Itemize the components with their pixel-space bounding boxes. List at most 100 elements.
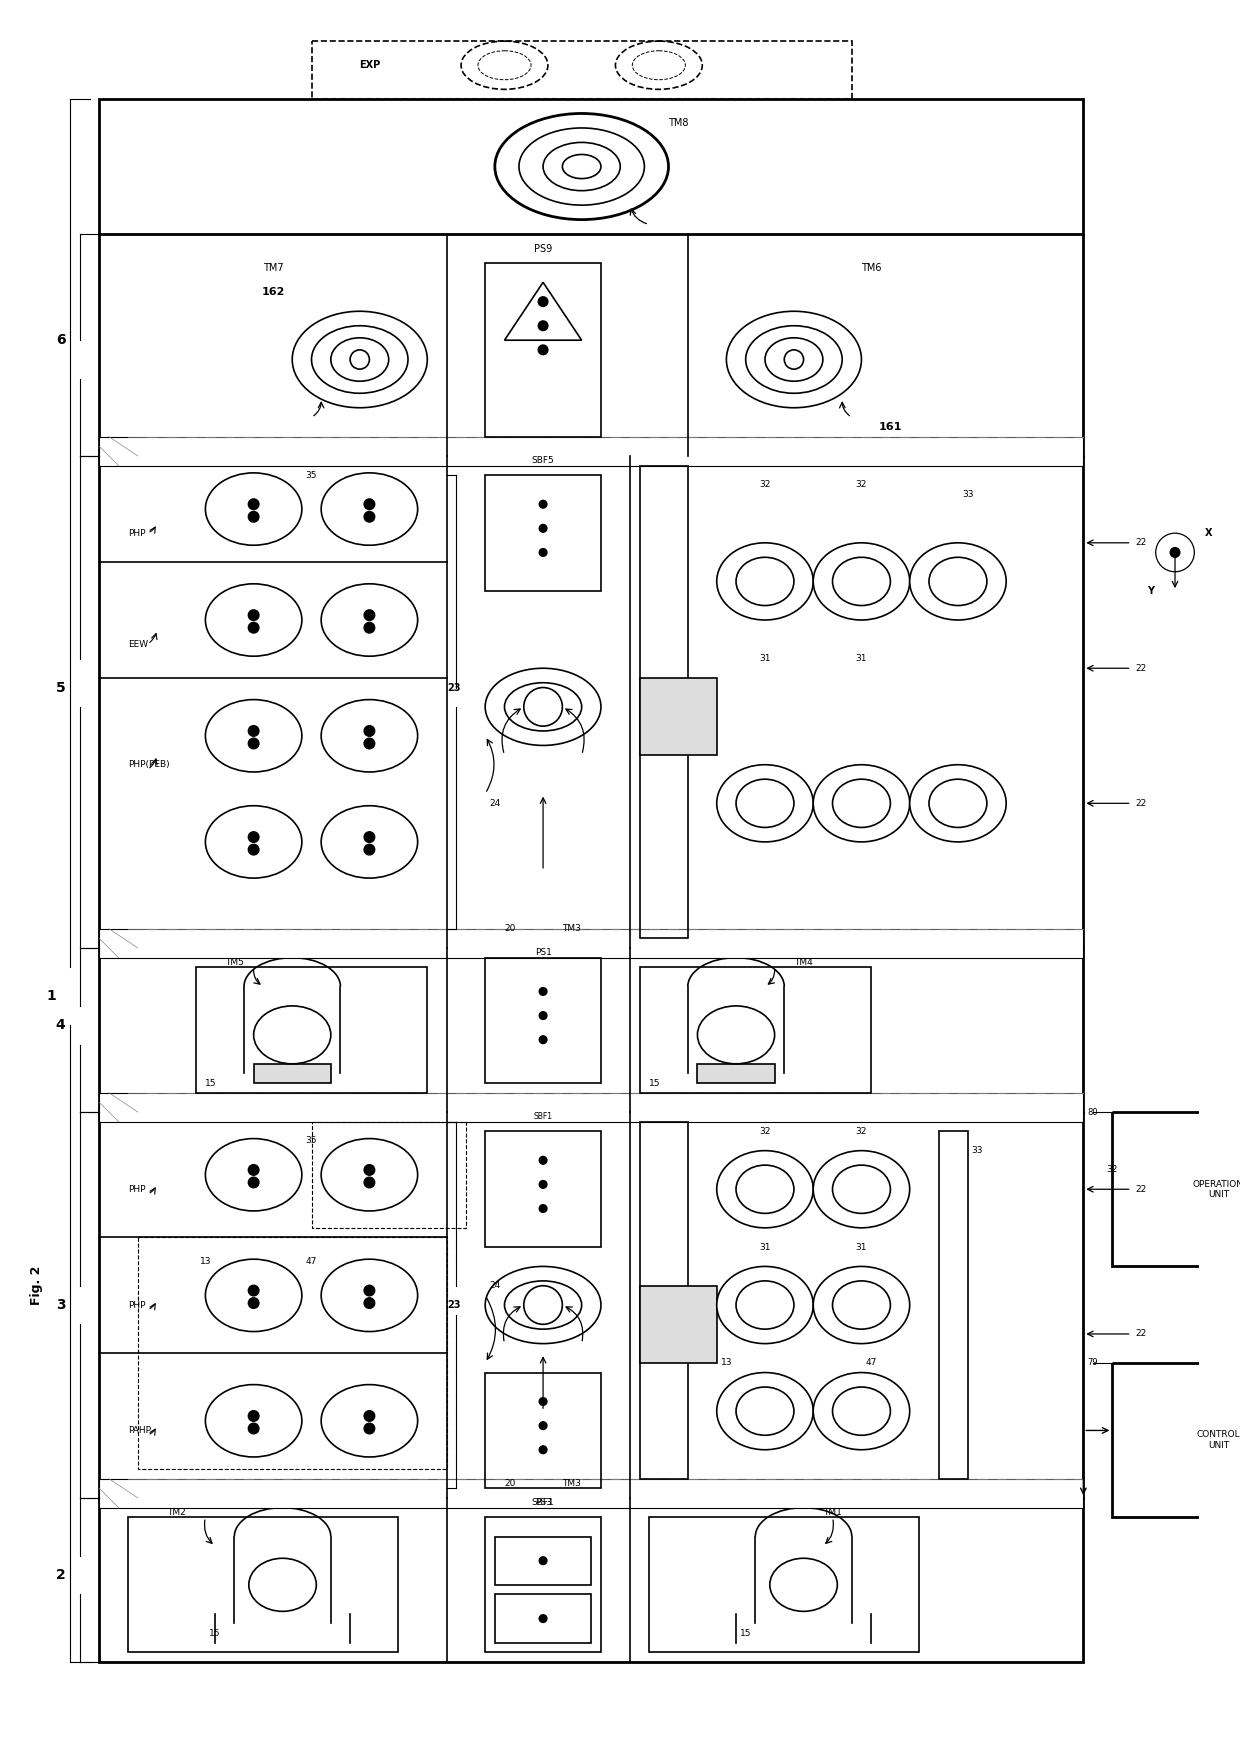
Text: 3: 3 xyxy=(56,1298,66,1312)
Bar xyxy=(128,1518,398,1652)
Circle shape xyxy=(365,831,374,842)
Text: 32: 32 xyxy=(759,1127,771,1136)
Text: 47: 47 xyxy=(306,1257,317,1266)
Text: 23: 23 xyxy=(448,1300,461,1310)
Text: 22: 22 xyxy=(1136,1185,1147,1194)
Circle shape xyxy=(539,1205,547,1212)
Circle shape xyxy=(539,1421,547,1430)
Ellipse shape xyxy=(206,1259,301,1331)
Text: PHP: PHP xyxy=(128,1301,146,1310)
Bar xyxy=(495,1594,591,1643)
Ellipse shape xyxy=(321,585,418,657)
Bar xyxy=(311,1122,466,1227)
Text: TM4: TM4 xyxy=(794,958,813,967)
Circle shape xyxy=(365,498,374,509)
Ellipse shape xyxy=(206,585,301,657)
Circle shape xyxy=(538,298,548,306)
Circle shape xyxy=(365,609,374,620)
Bar xyxy=(485,1131,601,1247)
Circle shape xyxy=(539,549,547,556)
Bar xyxy=(640,1286,717,1363)
Ellipse shape xyxy=(910,764,1006,842)
Circle shape xyxy=(365,1298,374,1308)
Text: 13: 13 xyxy=(720,1358,732,1367)
Text: X: X xyxy=(1205,528,1213,539)
Ellipse shape xyxy=(813,542,910,620)
Circle shape xyxy=(365,1423,374,1433)
Ellipse shape xyxy=(249,1558,316,1611)
Circle shape xyxy=(248,1286,259,1296)
Ellipse shape xyxy=(832,1166,890,1213)
Bar xyxy=(640,967,872,1094)
Text: 80: 80 xyxy=(1087,1108,1097,1116)
Ellipse shape xyxy=(737,1166,794,1213)
Ellipse shape xyxy=(321,474,418,546)
Ellipse shape xyxy=(737,556,794,606)
Circle shape xyxy=(538,321,548,331)
Text: CONTROL
UNIT: CONTROL UNIT xyxy=(1197,1430,1240,1449)
Ellipse shape xyxy=(813,764,910,842)
Circle shape xyxy=(1171,548,1179,556)
Text: 2: 2 xyxy=(56,1567,66,1581)
Circle shape xyxy=(539,988,547,995)
Ellipse shape xyxy=(505,683,582,731)
Bar xyxy=(138,1238,446,1469)
Ellipse shape xyxy=(485,667,601,745)
Bar xyxy=(697,1064,775,1083)
Bar xyxy=(485,1518,601,1652)
Ellipse shape xyxy=(485,1266,601,1344)
Text: 24: 24 xyxy=(490,1282,501,1291)
Ellipse shape xyxy=(813,1266,910,1344)
Bar xyxy=(1112,1363,1240,1518)
Circle shape xyxy=(248,844,259,854)
Circle shape xyxy=(248,511,259,521)
Bar xyxy=(650,1518,919,1652)
Ellipse shape xyxy=(832,1388,890,1435)
Text: SBF5: SBF5 xyxy=(532,456,554,465)
Text: 15: 15 xyxy=(206,1078,217,1088)
Text: OPERATION
UNIT: OPERATION UNIT xyxy=(1193,1180,1240,1199)
Text: 4: 4 xyxy=(56,1018,66,1032)
Text: 162: 162 xyxy=(262,287,285,298)
Text: PS9: PS9 xyxy=(534,243,552,254)
Bar xyxy=(640,465,688,939)
Circle shape xyxy=(248,622,259,632)
Circle shape xyxy=(248,1164,259,1175)
Circle shape xyxy=(248,498,259,509)
Circle shape xyxy=(248,1298,259,1308)
Text: 32: 32 xyxy=(856,1127,867,1136)
Circle shape xyxy=(365,844,374,854)
Text: 22: 22 xyxy=(1136,539,1147,548)
Text: PAHP: PAHP xyxy=(128,1426,151,1435)
Text: 32: 32 xyxy=(856,481,867,490)
Ellipse shape xyxy=(321,1259,418,1331)
Circle shape xyxy=(365,1411,374,1421)
Ellipse shape xyxy=(737,1280,794,1330)
Circle shape xyxy=(248,1411,259,1421)
Text: 20: 20 xyxy=(505,925,516,933)
Ellipse shape xyxy=(321,699,418,771)
Circle shape xyxy=(539,1013,547,1020)
Bar xyxy=(99,437,1084,465)
Ellipse shape xyxy=(717,1266,813,1344)
Circle shape xyxy=(248,1176,259,1187)
Text: EXP: EXP xyxy=(358,60,379,70)
Text: 35: 35 xyxy=(306,1136,317,1145)
Circle shape xyxy=(365,1176,374,1187)
Ellipse shape xyxy=(717,542,813,620)
Text: SBF1: SBF1 xyxy=(532,1499,554,1507)
Ellipse shape xyxy=(206,807,301,879)
Circle shape xyxy=(365,738,374,748)
Text: 20: 20 xyxy=(505,1479,516,1488)
Text: 15: 15 xyxy=(740,1629,751,1638)
Ellipse shape xyxy=(206,474,301,546)
Text: 33: 33 xyxy=(971,1146,983,1155)
Circle shape xyxy=(248,1423,259,1433)
Text: PHP(PEB): PHP(PEB) xyxy=(128,761,170,770)
Polygon shape xyxy=(505,282,582,340)
Circle shape xyxy=(539,1446,547,1453)
Text: TM8: TM8 xyxy=(668,118,688,129)
Ellipse shape xyxy=(321,1384,418,1456)
Bar xyxy=(485,1372,601,1488)
Text: Y: Y xyxy=(1147,586,1154,595)
